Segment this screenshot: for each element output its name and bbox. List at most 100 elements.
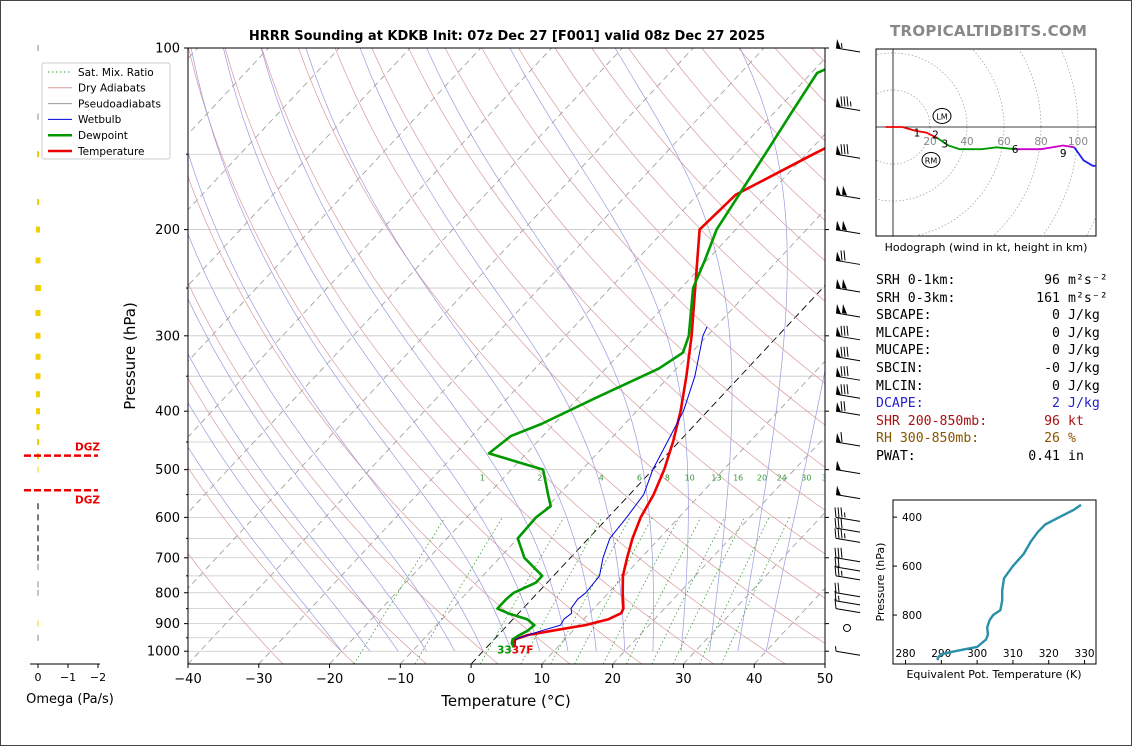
- barb-pennant: [836, 326, 841, 337]
- dry-adiabat: [518, 48, 825, 384]
- barb-flag: [840, 518, 843, 529]
- stats-panel: SRH 0-1km: 96 m²s⁻² SRH 0-3km: 161 m²s⁻² SBC…: [876, 272, 1108, 466]
- pseudoadiabat: [188, 233, 456, 652]
- wind-barb: [835, 185, 861, 200]
- barb-flag: [837, 582, 840, 593]
- omega-bar: [37, 466, 39, 473]
- hodograph-height-label: 3: [941, 139, 948, 151]
- isotherm: [188, 48, 623, 514]
- wind-barb: [835, 384, 861, 399]
- omega-bar: [37, 439, 39, 446]
- dgz-label: DGZ: [75, 442, 100, 454]
- barb-pennant: [836, 145, 841, 156]
- wind-barb: [835, 325, 861, 341]
- barb-flag: [834, 528, 837, 539]
- x-tick-label: 10: [534, 672, 551, 687]
- pseudoadiabat: [359, 48, 625, 652]
- sounding-series: 33 37F: [487, 68, 825, 656]
- mixing-ratio-label: 1: [480, 473, 485, 482]
- barb-flag: [843, 384, 846, 395]
- wind-barb: [834, 547, 861, 563]
- barb-half: [841, 570, 843, 576]
- omega-tick-label: −2: [90, 671, 106, 684]
- barb-flag: [840, 507, 843, 518]
- barb-half: [844, 512, 846, 518]
- pseudoadiabat: [188, 401, 371, 652]
- x-tick-label: 40: [746, 672, 763, 687]
- isotherm: [188, 48, 552, 438]
- omega-bar: [35, 373, 41, 380]
- stat-row: SBCAPE: 0 J/kg: [876, 308, 1100, 324]
- wind-barb: [835, 485, 861, 500]
- mixing-ratio-label: 4: [599, 473, 604, 482]
- barb-flag: [840, 366, 843, 377]
- x-tick-label: −40: [174, 672, 201, 687]
- barb-flag: [840, 325, 843, 336]
- barb-flag: [840, 384, 843, 395]
- hodograph-ring-label: 100: [1068, 136, 1088, 148]
- wind-barb: [835, 279, 861, 293]
- hodograph-ring-label: 40: [960, 136, 973, 148]
- barb-pennant: [836, 185, 841, 196]
- omega-bar: [37, 554, 39, 561]
- dry-adiabat: [298, 48, 825, 644]
- y-tick-label: 700: [155, 551, 180, 566]
- barb-flag: [840, 144, 843, 155]
- omega-bar: [37, 45, 39, 51]
- calm-wind-circle: [843, 623, 851, 632]
- pseudoadiabat: [305, 48, 597, 652]
- stat-row: MLCIN: 0 J/kg: [876, 378, 1100, 394]
- left-mover-marker: [932, 108, 952, 124]
- dry-adiabat: [188, 282, 499, 664]
- barb-staff: [835, 575, 861, 581]
- dry-adiabat: [444, 48, 825, 468]
- left-mover-label: LM: [936, 113, 947, 122]
- omega-bar: [36, 391, 40, 398]
- barb-flag: [834, 565, 837, 576]
- right-mover-label: RM: [925, 157, 938, 166]
- wind-barb: [835, 304, 861, 318]
- isotherm: [188, 48, 765, 664]
- dry-adiabat: [261, 48, 786, 664]
- brand-watermark: TROPICALTIDBITS.COM: [890, 22, 1088, 40]
- barb-flag: [834, 547, 837, 558]
- thetae-x-tick-label: 280: [896, 648, 916, 660]
- hodograph-height-label: 1: [914, 128, 921, 140]
- wind-barb: [835, 346, 861, 362]
- dry-adiabat: [371, 48, 825, 555]
- pseudoadiabat: [188, 446, 342, 652]
- thetae-y-tick-label: 600: [902, 561, 922, 573]
- y-tick-label: 100: [155, 42, 180, 57]
- barb-flag: [843, 346, 846, 357]
- omega-label: Omega (Pa/s): [26, 692, 114, 707]
- hodograph-trace: [1073, 146, 1096, 167]
- legend-label: Temperature: [77, 146, 145, 158]
- dry-adiabat: [188, 175, 571, 664]
- pseudoadiabat: [188, 298, 427, 652]
- thetae-xlabel: Equivalent Pot. Temperature (K): [906, 668, 1081, 681]
- wind-barb: [835, 401, 861, 416]
- right-mover-marker: [921, 152, 941, 168]
- wind-barb: [835, 460, 861, 475]
- barb-flag: [846, 384, 849, 395]
- hodograph-frame: [875, 48, 1097, 237]
- omega-bar: [37, 198, 39, 205]
- surface-temp-label: 37F: [512, 644, 534, 656]
- barb-flag: [843, 325, 846, 336]
- barb-flag: [840, 401, 843, 412]
- legend-label: Dry Adiabats: [78, 83, 146, 95]
- isotherm: [541, 360, 825, 664]
- x-tick-label: 50: [817, 672, 834, 687]
- barb-staff: [835, 608, 861, 614]
- barb-staff: [835, 557, 861, 563]
- isotherm: [188, 48, 411, 287]
- x-tick-label: −20: [316, 672, 343, 687]
- barb-staff: [835, 537, 861, 543]
- pseudoadiabat: [188, 353, 399, 652]
- y-tick-label: 300: [155, 329, 180, 344]
- stat-row: SRH 0-3km: 161 m²s⁻²: [876, 290, 1108, 306]
- omega-bar: [37, 545, 39, 552]
